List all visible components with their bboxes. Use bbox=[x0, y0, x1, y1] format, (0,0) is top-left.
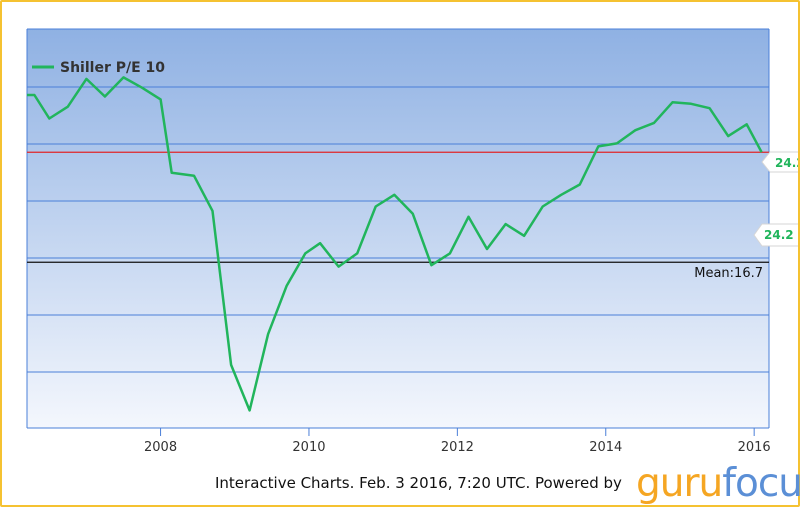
value-tag-2: 24.2 bbox=[753, 223, 798, 247]
x-tick-label: 2012 bbox=[441, 440, 474, 455]
series-line-shiller-pe[interactable] bbox=[27, 76, 763, 412]
value-tag-2-label: 24.2 bbox=[764, 228, 794, 242]
grid-lines bbox=[26, 28, 770, 429]
value-tag-1: 24.2 bbox=[761, 151, 798, 173]
footer-text: Interactive Charts. Feb. 3 2016, 7:20 UT… bbox=[215, 474, 622, 492]
x-tick-label: 2016 bbox=[738, 440, 771, 455]
legend-label: Shiller P/E 10 bbox=[60, 60, 165, 76]
plot-background bbox=[27, 29, 769, 428]
logo-guru: guru bbox=[636, 461, 723, 506]
logo-focus: focus bbox=[722, 461, 800, 506]
legend[interactable]: Shiller P/E 10 bbox=[32, 60, 165, 76]
mean-label: Mean:16.7 bbox=[694, 266, 763, 281]
footer: Interactive Charts. Feb. 3 2016, 7:20 UT… bbox=[2, 462, 800, 506]
x-tick-label: 2014 bbox=[589, 440, 622, 455]
x-tick-label: 2008 bbox=[144, 440, 177, 455]
value-tag-1-label: 24.2 bbox=[775, 156, 798, 170]
gurufocus-logo[interactable]: gurufocus bbox=[636, 462, 800, 506]
x-tick-label: 2010 bbox=[292, 440, 325, 455]
x-axis-ticks: 2008 2010 2012 2014 2016 bbox=[144, 428, 771, 455]
